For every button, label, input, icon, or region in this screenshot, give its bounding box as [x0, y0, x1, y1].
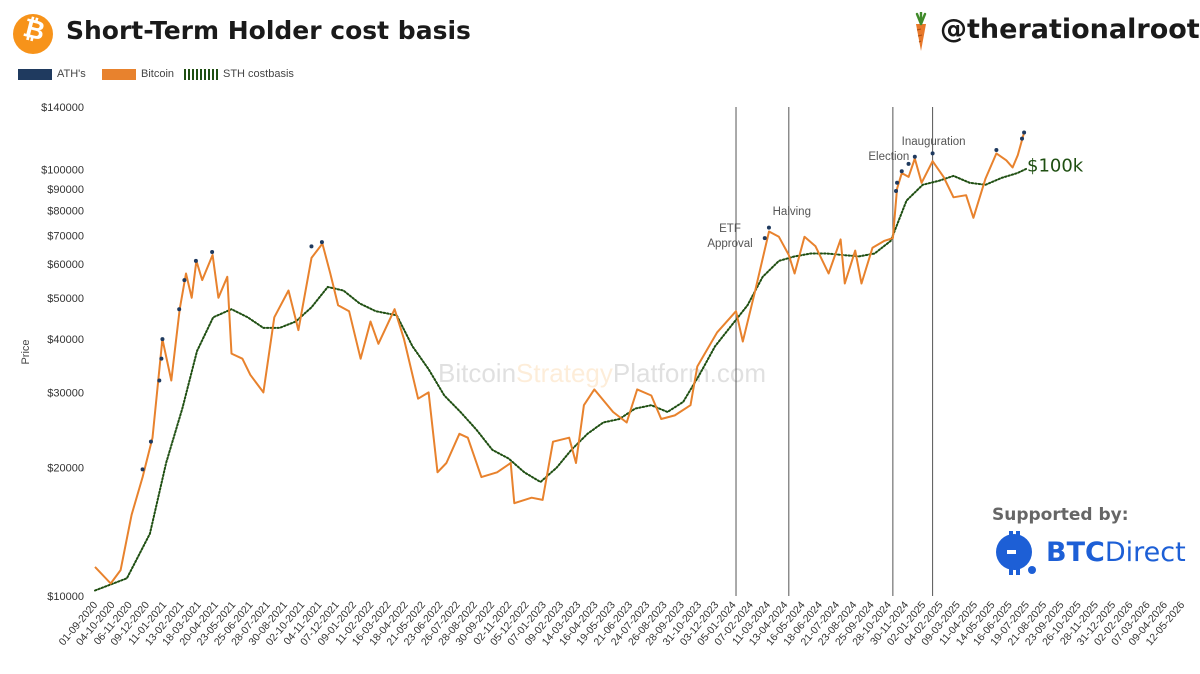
ath-point — [319, 240, 324, 245]
legend-label-sth: STH costbasis — [223, 68, 294, 80]
legend-label-ath: ATH's — [57, 68, 86, 80]
y-tick-label: $40000 — [47, 334, 84, 346]
ath-point — [906, 161, 911, 166]
y-tick-label: $90000 — [47, 184, 84, 196]
ath-point — [159, 356, 164, 361]
legend-item-bitcoin: Bitcoin — [102, 67, 174, 81]
legend-swatch-bitcoin — [102, 68, 136, 80]
ath-point — [1022, 130, 1027, 135]
y-tick-label: $10000 — [47, 591, 84, 603]
supported-by-label: Supported by: — [992, 505, 1129, 525]
watermark: BitcoinStrategyPlatform.com — [438, 358, 766, 388]
y-tick-label: $140000 — [41, 102, 84, 114]
legend-swatch-sth — [184, 68, 218, 80]
author-handle: @therationalroot — [940, 14, 1200, 45]
bitcoin-logo-icon: ₿ — [13, 13, 53, 54]
ath-point — [148, 439, 153, 444]
ath-point — [994, 148, 999, 153]
bitcoin-price-line — [94, 132, 1026, 585]
watermark-part3: Platform.com — [613, 358, 766, 388]
y-tick-label: $50000 — [47, 293, 84, 305]
y-tick-label: $60000 — [47, 259, 84, 271]
legend-swatch-ath — [18, 68, 52, 80]
ath-point — [140, 467, 145, 472]
ath-point — [182, 278, 187, 283]
y-axis-label: Price — [20, 339, 32, 364]
sponsor-name-rest: Direct — [1104, 537, 1186, 568]
legend-item-ath: ATH's — [18, 67, 86, 81]
event-label: Inauguration — [902, 136, 966, 148]
watermark-part2: Strategy — [516, 358, 613, 388]
legend-label-bitcoin: Bitcoin — [141, 68, 175, 80]
y-tick-label: $80000 — [47, 206, 84, 218]
y-tick-label: $100000 — [41, 164, 84, 176]
ath-point — [766, 225, 771, 230]
ath-point — [177, 307, 182, 312]
ath-point — [894, 188, 899, 193]
watermark-part1: Bitcoin — [438, 358, 516, 388]
sponsor-name-bold: BTC — [1046, 537, 1105, 568]
ath-point — [309, 244, 314, 249]
ath-point — [895, 180, 900, 185]
ath-point — [899, 169, 904, 174]
callout-100k-label: $100k — [1027, 155, 1084, 176]
y-tick-label: $20000 — [47, 463, 84, 475]
ath-point — [762, 236, 767, 241]
sponsor-name: BTCDirect — [1046, 537, 1186, 568]
event-label: Approval — [707, 238, 752, 250]
event-label: Election — [868, 151, 909, 163]
ath-point — [160, 337, 165, 342]
legend-item-sth: STH costbasis — [184, 67, 294, 81]
page-title: Short-Term Holder cost basis — [66, 16, 471, 45]
event-label: ETF — [719, 223, 741, 235]
btc-direct-logo-icon — [996, 531, 1036, 575]
event-label: Halving — [773, 206, 811, 218]
ath-point — [1020, 136, 1025, 141]
ath-point — [193, 258, 198, 263]
ath-point — [912, 154, 917, 159]
y-tick-label: $30000 — [47, 387, 84, 399]
ath-point — [157, 378, 162, 383]
ath-point — [930, 151, 935, 156]
ath-point — [210, 250, 215, 255]
y-tick-label: $70000 — [47, 230, 84, 242]
carrot-icon — [915, 12, 927, 51]
